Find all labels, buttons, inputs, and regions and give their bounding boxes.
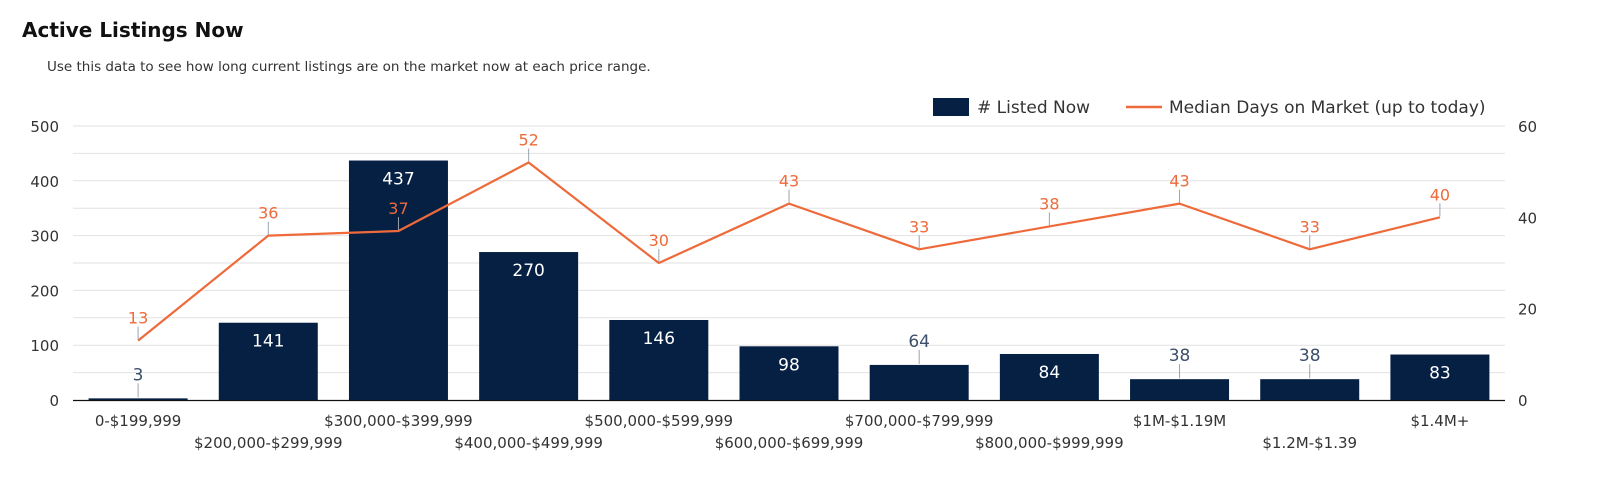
bar <box>1390 354 1490 400</box>
y-left-tick-label: 400 <box>30 173 59 191</box>
bar <box>1260 379 1360 400</box>
y-left-tick-label: 200 <box>30 282 59 300</box>
y-right-tick-label: 40 <box>1518 209 1537 227</box>
bar <box>609 319 709 400</box>
x-tick-label: $600,000-$699,999 <box>715 434 864 452</box>
bar-value-label: 3 <box>133 365 144 385</box>
line-value-label: 43 <box>1169 172 1189 191</box>
x-tick-label: $1M-$1.19M <box>1133 412 1226 430</box>
line-value-label: 33 <box>909 217 929 236</box>
y-left-tick-label: 0 <box>49 392 59 410</box>
axes: 0 100 200 300 400 500 0 20 40 60 0-$199,999 $200,00… <box>30 118 1537 452</box>
legend-label-bars: # Listed Now <box>977 98 1090 118</box>
y-left-tick-label: 100 <box>30 337 59 355</box>
bar <box>218 322 318 400</box>
bar <box>348 160 448 400</box>
bar-value-label: 437 <box>382 170 414 190</box>
line-value-label: 40 <box>1430 185 1450 204</box>
y-left-tick-label: 500 <box>30 118 59 136</box>
x-tick-label: $700,000-$799,999 <box>845 412 994 430</box>
chart-title: Active Listings Now <box>22 18 244 42</box>
x-tick-label: $800,000-$999,999 <box>975 434 1124 452</box>
y-right-tick-label: 60 <box>1518 118 1537 136</box>
bar-value-label: 64 <box>908 332 930 352</box>
x-tick-label: $200,000-$299,999 <box>194 434 343 452</box>
x-tick-label: $400,000-$499,999 <box>454 434 603 452</box>
bar <box>739 346 839 400</box>
bar <box>999 353 1099 400</box>
x-tick-label: $1.4M+ <box>1410 412 1469 430</box>
bar-value-label: 141 <box>252 332 284 352</box>
line-value-label: 37 <box>388 199 408 218</box>
bar-series <box>88 160 1490 400</box>
y-left-tick-label: 300 <box>30 228 59 246</box>
line-value-label: 52 <box>518 131 538 150</box>
y-right-tick-label: 0 <box>1518 392 1528 410</box>
y-right-tick-label: 20 <box>1518 301 1537 319</box>
x-tick-label: $1.2M-$1.39 <box>1262 434 1357 452</box>
bar-value-label: 146 <box>643 329 675 349</box>
x-tick-label: 0-$199,999 <box>95 412 182 430</box>
line-value-label: 33 <box>1300 217 1320 236</box>
legend-swatch-bars <box>933 98 969 116</box>
bar-value-label: 270 <box>512 261 544 281</box>
legend-label-line: Median Days on Market (up to today) <box>1169 98 1486 118</box>
x-tick-label: $500,000-$599,999 <box>585 412 734 430</box>
bar-value-label: 83 <box>1429 364 1451 384</box>
bar-value-label: 84 <box>1039 363 1061 383</box>
bar-value-label: 98 <box>778 355 800 375</box>
line-value-label: 13 <box>128 309 148 328</box>
line-value-label: 36 <box>258 204 278 223</box>
bar <box>1130 379 1230 400</box>
bar-value-label: 38 <box>1299 346 1321 366</box>
bar <box>88 398 188 400</box>
line-series <box>137 161 1441 342</box>
legend: # Listed Now Median Days on Market (up to… <box>933 98 1486 118</box>
bar-value-label: 38 <box>1169 346 1191 366</box>
line-value-label: 38 <box>1039 194 1059 213</box>
line-value-label: 43 <box>779 172 799 191</box>
data-labels: 3 141 437 270 146 98 64 84 38 38 83 13 36 37 52 30 43 33 3… <box>128 131 1451 398</box>
median-days-line <box>137 161 1441 342</box>
bar <box>479 252 579 400</box>
chart-subtitle: Use this data to see how long current li… <box>47 59 651 75</box>
x-tick-label: $300,000-$399,999 <box>324 412 473 430</box>
line-value-label: 30 <box>649 231 669 250</box>
bar <box>869 364 969 400</box>
